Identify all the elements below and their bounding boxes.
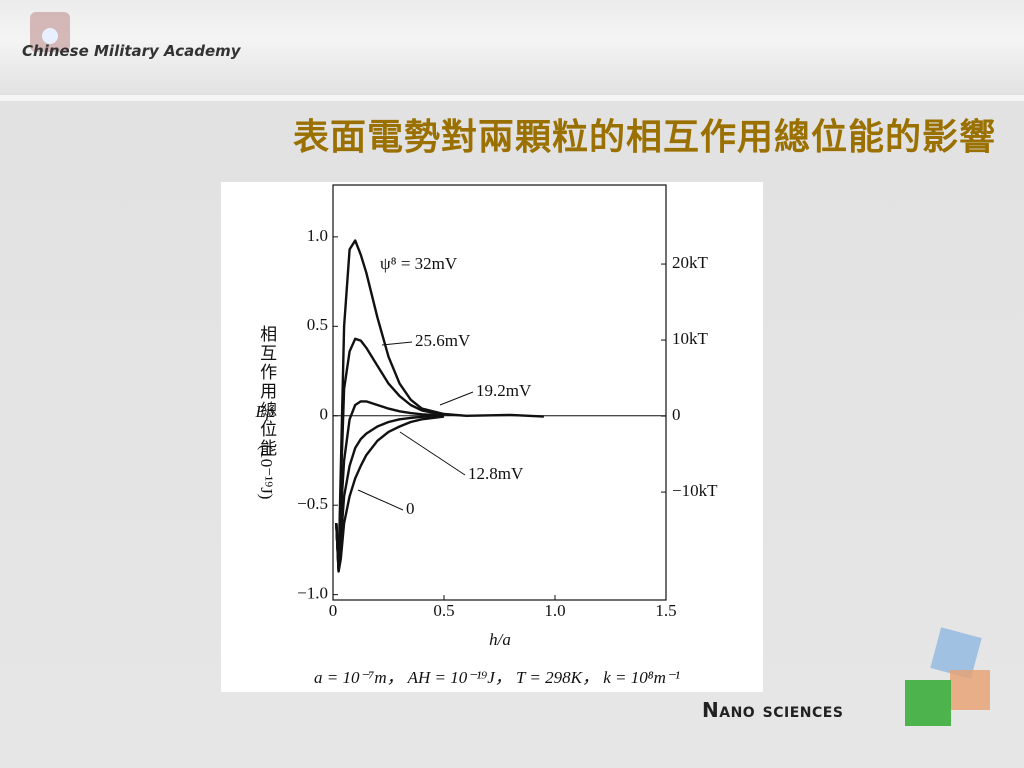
leader-line [399, 431, 466, 476]
series-label: 25.6mV [415, 331, 471, 350]
series-line [335, 400, 445, 571]
y-tick-label: −1.0 [297, 584, 328, 603]
leader-line [357, 489, 404, 511]
cube-icon [905, 680, 951, 726]
plot-frame [332, 184, 667, 601]
x-tick-label: 0.5 [433, 601, 454, 620]
cube-icon [950, 670, 990, 710]
y2-tick-label: 10kT [672, 329, 709, 348]
y-axis-label: (10⁻¹⁹J) [257, 445, 276, 500]
y-tick-label: 0 [320, 405, 329, 424]
leader-line [439, 391, 474, 406]
band [0, 95, 1024, 101]
series-line [335, 414, 445, 573]
series-line [335, 337, 445, 571]
y2-tick-label: 20kT [672, 253, 709, 272]
y2-tick-label: 0 [672, 405, 681, 424]
x-tick-label: 1.5 [655, 601, 676, 620]
x-axis-label: h/a [489, 630, 511, 649]
logo-text: Chinese Military Academy [22, 42, 241, 60]
logo-emblem [42, 28, 58, 44]
footer-logo: Nano sciences [702, 698, 844, 722]
y-tick-label: 0.5 [307, 315, 328, 334]
y2-tick-label: −10kT [672, 481, 718, 500]
series-line [335, 239, 544, 569]
y-axis-label: 相互作用總位能 [257, 325, 277, 458]
series-label: 12.8mV [468, 464, 524, 483]
y-tick-label: −0.5 [297, 494, 328, 513]
series-line [335, 415, 445, 573]
cube-icon [930, 627, 982, 679]
x-tick-label: 0 [329, 601, 338, 620]
series-label: 0 [406, 499, 415, 518]
series-label: ψ⁸ = 32mV [380, 254, 458, 273]
x-tick-label: 1.0 [544, 601, 565, 620]
slide-title: 表面電勢對兩顆粒的相互作用總位能的影響 [292, 116, 996, 158]
y-axis-label: Ep [255, 402, 275, 421]
leader-line [381, 341, 413, 346]
y-tick-label: 1.0 [307, 226, 328, 245]
chart-background [221, 182, 763, 692]
caption: a = 10⁻⁷m， AH = 10⁻¹⁹J， T = 298K， k = 10… [314, 668, 680, 687]
series-label: 19.2mV [476, 381, 532, 400]
